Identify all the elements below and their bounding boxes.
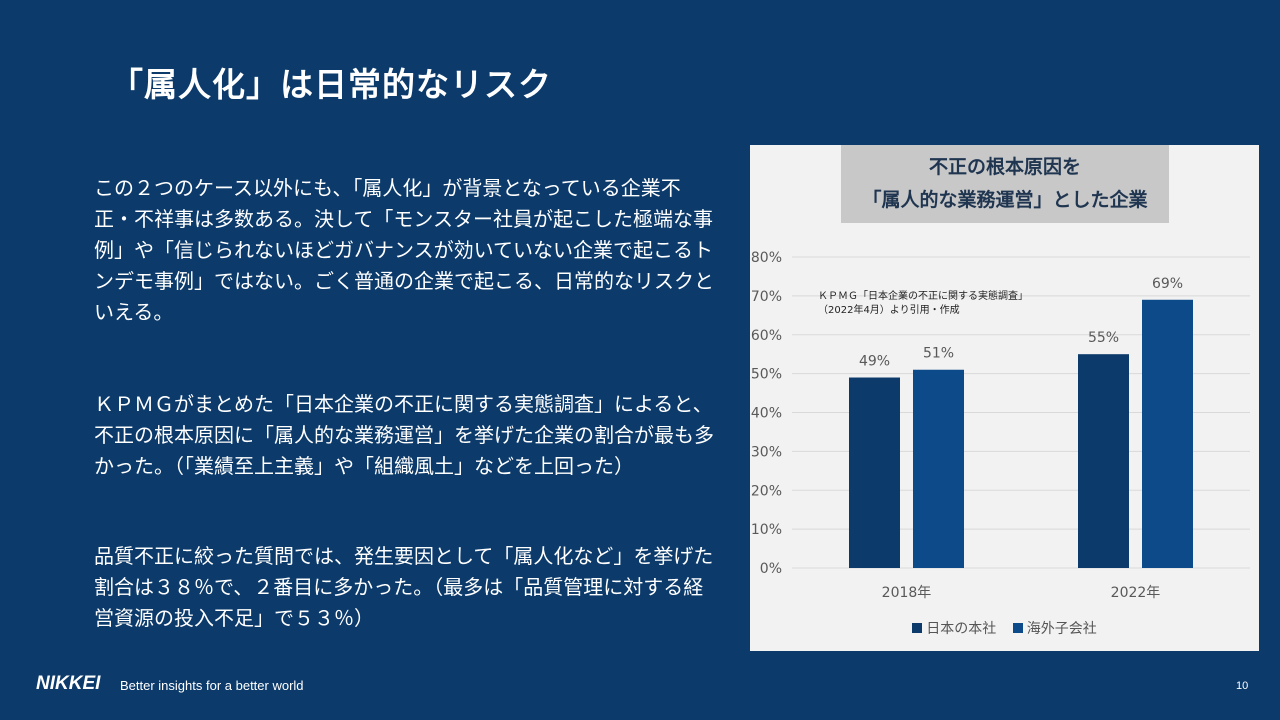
legend-item-overseas-sub: 海外子会社 (1012, 618, 1097, 638)
data-label-2018年-日本の本社: 49% (859, 354, 890, 370)
chart-title-line-2: 「属人的な業務運営」とした企業 (862, 189, 1148, 211)
y-tick-label-0: 0% (760, 561, 782, 577)
chart-title: 不正の根本原因を 「属人的な業務運営」とした企業 (841, 145, 1169, 223)
chart-title-line-1: 不正の根本原因を (928, 156, 1081, 178)
slide-title: 「属人化」は日常的なリスク (110, 65, 552, 104)
x-tick-label-2022年: 2022年 (1111, 585, 1161, 601)
body-paragraph-2: ＫＰＭＧがまとめた「日本企業の不正に関する実態調査」によると、不正の根本原因に「… (94, 392, 714, 478)
data-label-2018年-海外子会社: 51% (923, 346, 954, 362)
bar-chart: 0% 10% 20% 30% 40% 50% 60% 70% 80% 49% 51% 2018年 55%… (751, 250, 1250, 601)
y-tick-label-70: 70% (751, 289, 782, 305)
y-tick-label-60: 60% (751, 328, 782, 344)
bar-2022年-海外子会社 (1142, 299, 1193, 568)
chart-panel: 0% 10% 20% 30% 40% 50% 60% 70% 80% 49% 51% 2018年 55%… (750, 145, 1259, 651)
source-note-line-1: ＫＰＭＧ「日本企業の不正に関する実態調査」 (818, 291, 1028, 302)
chart-source-note: ＫＰＭＧ「日本企業の不正に関する実態調査」 （2022年4月）より引用・作成 (818, 290, 1028, 318)
bar-2018年-海外子会社 (913, 369, 964, 568)
y-tick-label-50: 50% (751, 367, 782, 383)
body-paragraph-3: 品質不正に絞った質問では、発生要因として「属人化など」を挙げた割合は３８％で、２… (94, 544, 714, 630)
legend-label-japan-hq: 日本の本社 (926, 621, 997, 637)
y-tick-label-40: 40% (751, 406, 782, 422)
data-label-2022年-海外子会社: 69% (1152, 276, 1183, 292)
legend-swatch-japan-hq (912, 623, 923, 633)
footer-tagline: Better insights for a better world (120, 678, 304, 693)
legend-swatch-overseas-sub (1012, 623, 1023, 633)
source-note-line-2: （2022年4月）より引用・作成 (818, 305, 960, 316)
bar-2022年-日本の本社 (1078, 354, 1129, 568)
y-tick-label-30: 30% (751, 444, 782, 460)
y-tick-label-80: 80% (751, 250, 782, 266)
y-tick-label-10: 10% (751, 522, 782, 538)
body-paragraph-1: この２つのケース以外にも、「属人化」が背景となっている企業不正・不祥事は多数ある… (94, 176, 714, 324)
nikkei-logo: NIKKEI (36, 673, 101, 694)
bar-2018年-日本の本社 (849, 377, 900, 568)
y-tick-label-20: 20% (751, 483, 782, 499)
page-number: 10 (1236, 680, 1249, 692)
legend-label-overseas-sub: 海外子会社 (1026, 621, 1097, 637)
chart-legend: 日本の本社 海外子会社 (750, 618, 1259, 638)
x-tick-label-2018年: 2018年 (882, 585, 932, 601)
legend-item-japan-hq: 日本の本社 (912, 618, 996, 638)
data-label-2022年-日本の本社: 55% (1088, 330, 1119, 346)
